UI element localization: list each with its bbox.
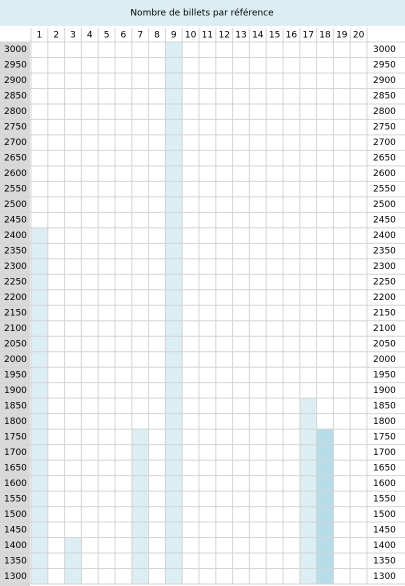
x-tick-label: 17 <box>302 31 313 41</box>
y-tick-label: 3000 <box>4 45 27 55</box>
y-tick-label-right: 2950 <box>373 61 396 71</box>
y-tick-label: 1700 <box>4 448 27 458</box>
y-tick-label: 2900 <box>4 76 27 86</box>
y-tick-label-right: 2050 <box>373 339 396 349</box>
x-tick-label: 11 <box>202 31 213 41</box>
y-tick-label-right: 1850 <box>373 401 396 411</box>
y-tick-label-right: 2800 <box>373 107 396 117</box>
y-tick-label: 2000 <box>4 355 27 365</box>
left-label-column <box>0 42 30 586</box>
x-tick-label: 2 <box>53 31 59 41</box>
y-tick-label: 1450 <box>4 525 27 535</box>
x-tick-label: 12 <box>218 31 229 41</box>
x-tick-label: 6 <box>121 31 127 41</box>
y-tick-label: 1350 <box>4 556 27 566</box>
y-tick-label: 1500 <box>4 510 27 520</box>
chart-title: Nombre de billets par référence <box>130 8 274 19</box>
title-band <box>0 0 405 26</box>
y-tick-label-right: 1500 <box>373 510 396 520</box>
y-tick-label-right: 2300 <box>373 262 396 272</box>
y-tick-label-right: 1450 <box>373 525 396 535</box>
y-tick-label-right: 2500 <box>373 200 396 210</box>
y-tick-label-right: 1950 <box>373 370 396 380</box>
x-tick-label: 14 <box>252 31 264 41</box>
x-tick-label: 20 <box>353 31 365 41</box>
y-tick-label: 2100 <box>4 324 27 334</box>
y-tick-label-right: 1800 <box>373 417 396 427</box>
y-tick-label: 2050 <box>4 339 27 349</box>
x-tick-label: 16 <box>286 31 298 41</box>
y-tick-label: 2150 <box>4 309 27 319</box>
x-tick-label: 1 <box>37 31 43 41</box>
y-tick-label-right: 1700 <box>373 448 396 458</box>
y-tick-label-right: 2900 <box>373 76 396 86</box>
y-tick-label-right: 1900 <box>373 386 396 396</box>
y-tick-label: 2300 <box>4 262 27 272</box>
y-tick-label: 2250 <box>4 278 27 288</box>
x-tick-label: 8 <box>154 31 160 41</box>
x-tick-label: 5 <box>104 31 110 41</box>
y-tick-label: 2500 <box>4 200 27 210</box>
x-tick-label: 4 <box>87 31 93 41</box>
y-tick-label-right: 3000 <box>373 45 396 55</box>
y-tick-label: 2700 <box>4 138 27 148</box>
x-tick-label: 18 <box>319 31 331 41</box>
y-tick-label: 2200 <box>4 293 27 303</box>
y-tick-label-right: 2700 <box>373 138 396 148</box>
y-tick-label: 2800 <box>4 107 27 117</box>
y-tick-label-right: 2150 <box>373 309 396 319</box>
y-tick-label-right: 2250 <box>373 278 396 288</box>
y-tick-label-right: 2550 <box>373 185 396 195</box>
x-tick-label: 7 <box>137 31 143 41</box>
y-tick-label-right: 1300 <box>373 572 396 582</box>
y-tick-label: 2750 <box>4 123 27 133</box>
y-tick-label-right: 2650 <box>373 154 396 164</box>
y-tick-label: 1900 <box>4 386 27 396</box>
y-tick-label: 2400 <box>4 231 27 241</box>
y-tick-label: 1550 <box>4 494 27 504</box>
y-tick-label: 2650 <box>4 154 27 164</box>
y-tick-label: 2550 <box>4 185 27 195</box>
y-tick-label: 1400 <box>4 541 27 551</box>
x-tick-label: 19 <box>336 31 348 41</box>
y-tick-label-right: 2100 <box>373 324 396 334</box>
bar <box>64 537 82 584</box>
y-tick-label-right: 2850 <box>373 92 396 102</box>
y-tick-label: 1800 <box>4 417 27 427</box>
y-tick-label: 2850 <box>4 92 27 102</box>
x-tick-label: 9 <box>171 31 177 41</box>
y-tick-label-right: 2350 <box>373 247 396 257</box>
y-tick-label: 1750 <box>4 432 27 442</box>
y-tick-label: 1300 <box>4 572 27 582</box>
bar <box>31 227 48 585</box>
y-tick-label: 1650 <box>4 463 27 473</box>
y-tick-label: 2950 <box>4 61 27 71</box>
y-tick-label-right: 2200 <box>373 293 396 303</box>
y-tick-label-right: 2750 <box>373 123 396 133</box>
y-tick-label-right: 1400 <box>373 541 396 551</box>
bar <box>165 42 183 584</box>
y-tick-label-right: 1600 <box>373 479 396 489</box>
x-tick-label: 13 <box>235 31 246 41</box>
y-tick-label-right: 1650 <box>373 463 396 473</box>
y-tick-label-right: 2450 <box>373 216 396 226</box>
y-tick-label-right: 1350 <box>373 556 396 566</box>
y-tick-label-right: 2400 <box>373 231 396 241</box>
y-tick-label: 2450 <box>4 216 27 226</box>
y-tick-label: 1850 <box>4 401 27 411</box>
y-tick-label-right: 2600 <box>373 169 396 179</box>
y-tick-label-right: 1750 <box>373 432 396 442</box>
x-tick-label: 3 <box>70 31 76 41</box>
y-tick-label-right: 2000 <box>373 355 396 365</box>
y-tick-label-right: 1550 <box>373 494 396 504</box>
y-tick-label: 1600 <box>4 479 27 489</box>
y-tick-label: 2350 <box>4 247 27 257</box>
y-tick-label: 1950 <box>4 370 27 380</box>
y-tick-label: 2600 <box>4 169 27 179</box>
x-tick-label: 15 <box>269 31 280 41</box>
x-tick-label: 10 <box>185 31 197 41</box>
